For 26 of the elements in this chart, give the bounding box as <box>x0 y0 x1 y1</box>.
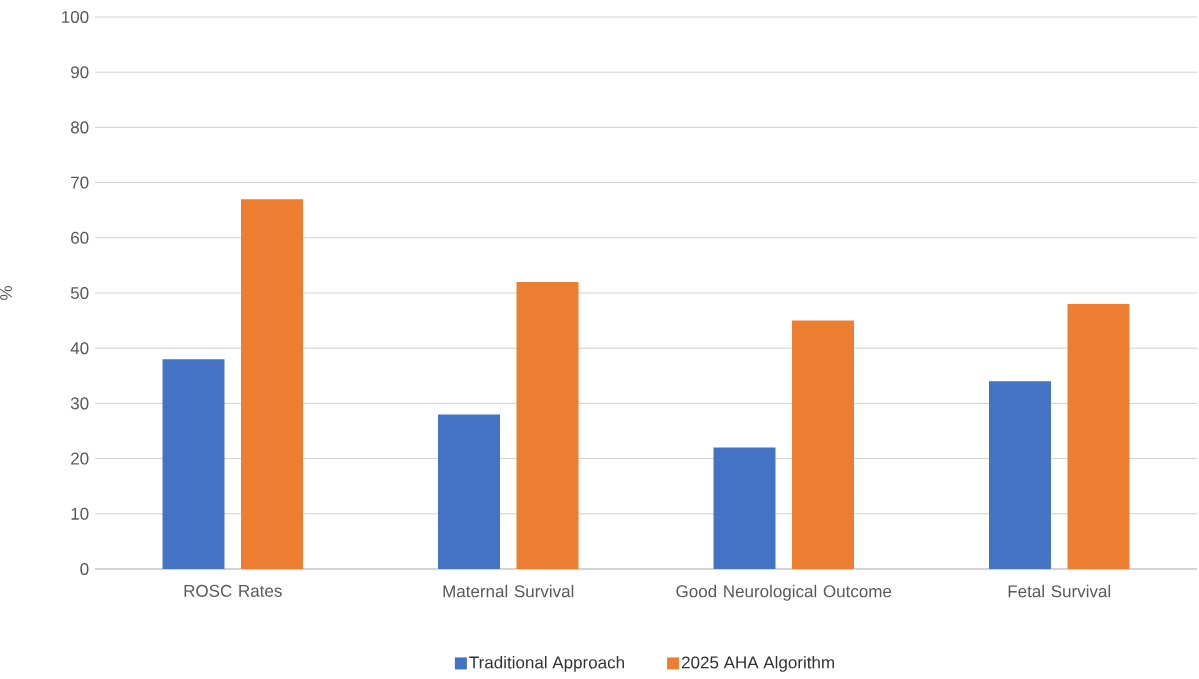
bar <box>792 320 854 569</box>
bar <box>713 447 776 569</box>
y-tick-label: 50 <box>70 286 89 300</box>
x-tick-label: Good Neurological Outcome <box>676 584 892 601</box>
y-tick-label: 60 <box>71 231 89 244</box>
y-axis-title: % <box>0 286 12 300</box>
y-tick-label: 40 <box>70 342 89 355</box>
legend-label: Traditional Approach <box>469 655 624 672</box>
bar <box>162 359 225 569</box>
y-tick-label: 0 <box>80 562 89 576</box>
x-tick-label: Fetal Survival <box>1008 584 1111 598</box>
y-tick-label: 70 <box>71 176 89 189</box>
y-tick-label: 80 <box>70 121 89 134</box>
bar <box>438 414 500 569</box>
y-tick-label: 10 <box>71 507 89 520</box>
bar <box>516 281 579 569</box>
bar <box>1067 304 1130 569</box>
x-tick-label: ROSC Rates <box>184 584 282 597</box>
x-tick-label: Maternal Survival <box>443 584 574 598</box>
legend-label: 2025 AHA Algorithm <box>681 655 834 672</box>
bar <box>241 199 304 569</box>
y-tick-label: 100 <box>62 10 89 24</box>
y-tick-label: 20 <box>71 452 89 465</box>
y-tick-label: 90 <box>71 66 89 79</box>
y-tick-label: 30 <box>70 397 89 410</box>
bar <box>988 381 1051 569</box>
